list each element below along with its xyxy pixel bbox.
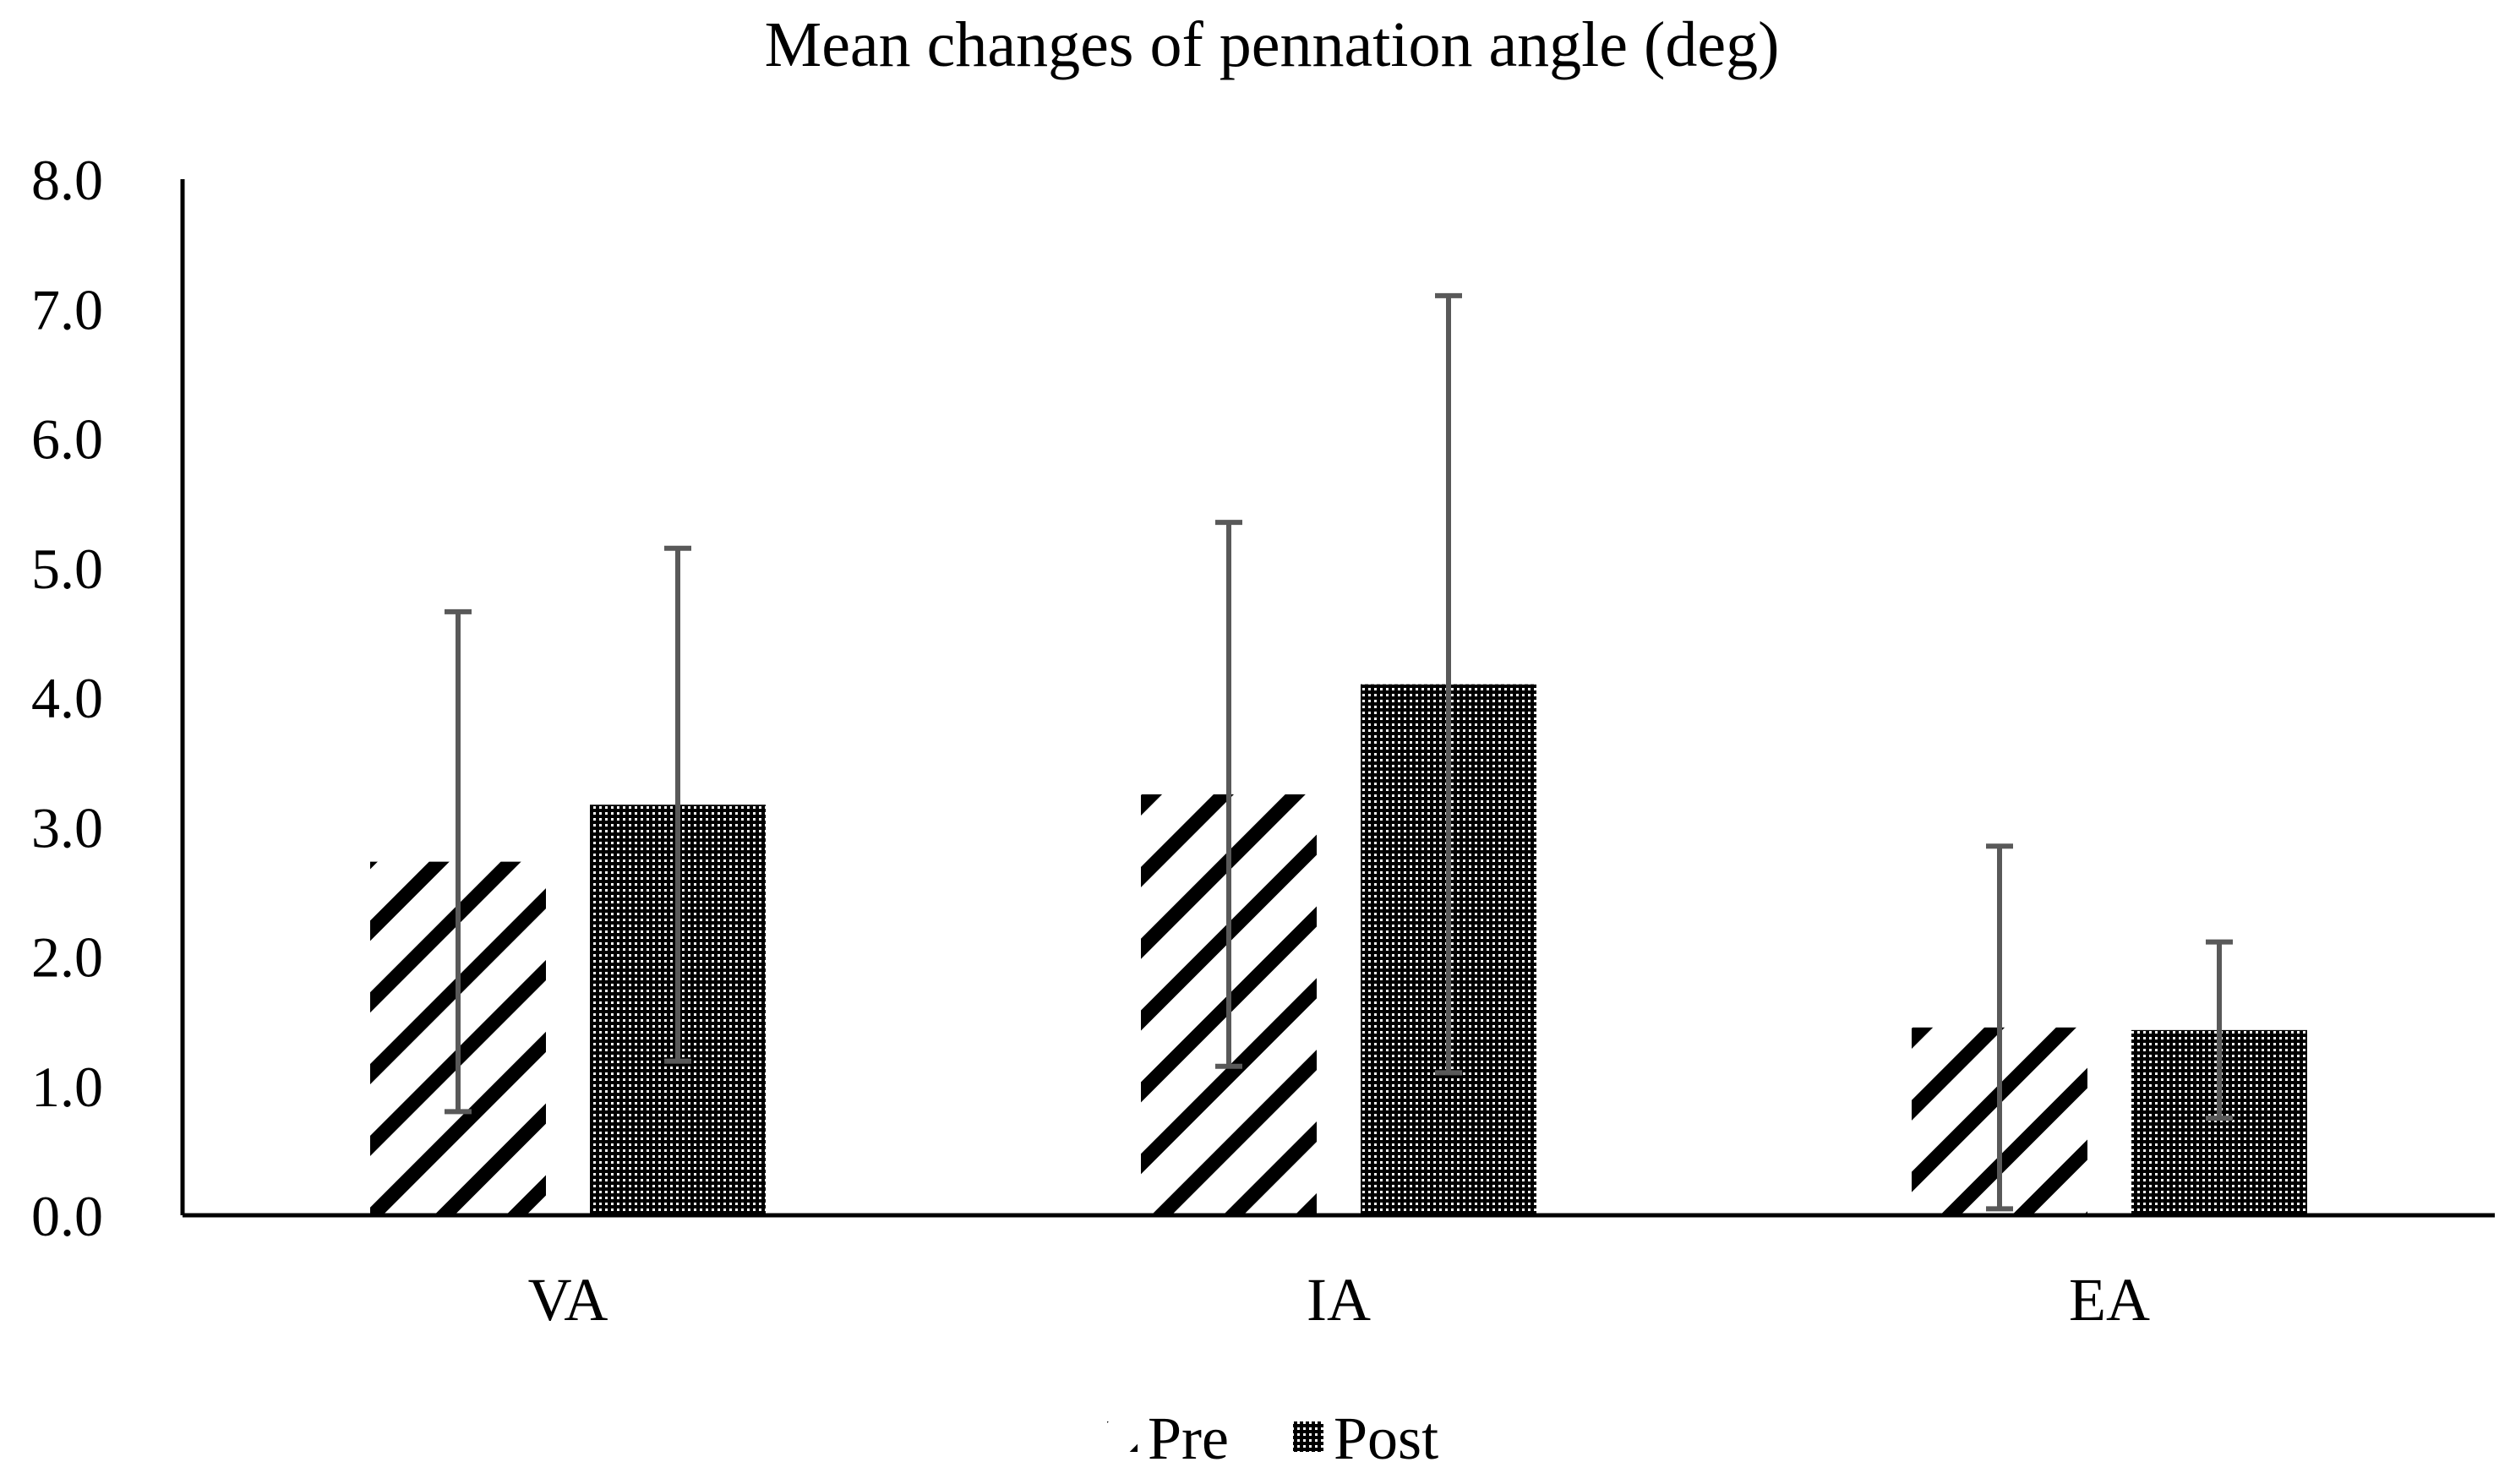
y-tick-label: 0.0	[31, 1184, 103, 1248]
error-bar-post-ia	[1435, 292, 1462, 1076]
error-bars-group	[445, 292, 2233, 1212]
x-category-label: VA	[528, 1266, 608, 1334]
legend-swatch-post	[1293, 1421, 1323, 1452]
error-bar-pre-ia	[1215, 520, 1242, 1069]
error-bar-pre-va	[445, 608, 472, 1115]
y-tick-label: 7.0	[31, 277, 103, 341]
x-category-label: IA	[1307, 1266, 1371, 1334]
y-tick-label: 5.0	[31, 537, 103, 601]
y-tick-label: 6.0	[31, 407, 103, 472]
x-category-label: EA	[2069, 1266, 2150, 1334]
x-axis-categories: VA IA EA	[528, 1266, 2150, 1334]
bars-group	[370, 684, 2307, 1215]
error-bar-pre-ea	[1986, 843, 2013, 1212]
legend-swatch-pre	[1107, 1421, 1138, 1452]
y-tick-label: 3.0	[31, 795, 103, 859]
legend-label-pre: Pre	[1148, 1405, 1229, 1472]
legend: Pre Post	[1107, 1405, 1438, 1472]
y-tick-label: 2.0	[31, 925, 103, 990]
error-bar-post-va	[664, 545, 691, 1064]
legend-label-post: Post	[1334, 1405, 1438, 1472]
y-tick-label: 4.0	[31, 666, 103, 730]
chart-title: Mean changes of pennation angle (deg)	[765, 9, 1780, 80]
y-tick-label: 8.0	[31, 148, 103, 212]
error-bar-post-ea	[2206, 939, 2233, 1121]
y-tick-label: 1.0	[31, 1055, 103, 1119]
y-axis-ticks: 0.0 1.0 2.0 3.0 4.0 5.0 6.0 7.0 8.0	[31, 148, 103, 1248]
